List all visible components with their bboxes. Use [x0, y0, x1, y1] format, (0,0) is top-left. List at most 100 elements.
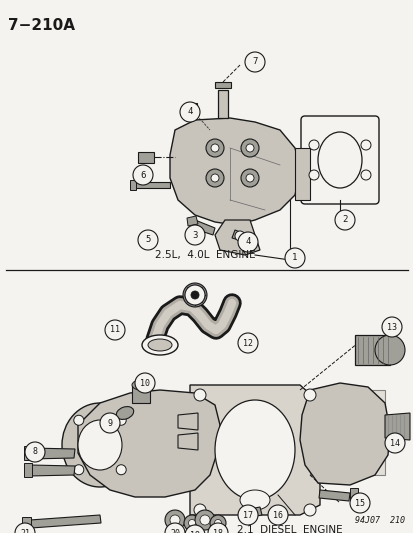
Text: 6: 6: [140, 171, 145, 180]
Circle shape: [244, 52, 264, 72]
Circle shape: [105, 320, 125, 340]
Circle shape: [25, 442, 45, 462]
Text: 10: 10: [140, 378, 150, 387]
Ellipse shape: [240, 139, 259, 157]
Polygon shape: [231, 230, 247, 242]
Polygon shape: [192, 220, 214, 235]
Ellipse shape: [240, 490, 269, 510]
Ellipse shape: [194, 504, 206, 516]
Polygon shape: [384, 413, 409, 440]
Text: 14: 14: [389, 439, 399, 448]
Text: 5: 5: [145, 236, 150, 245]
Ellipse shape: [78, 420, 122, 470]
Text: 17: 17: [242, 511, 252, 520]
Text: 3: 3: [192, 230, 197, 239]
Text: 8: 8: [33, 448, 38, 456]
Ellipse shape: [132, 380, 150, 390]
Circle shape: [185, 525, 204, 533]
Ellipse shape: [214, 520, 221, 527]
Ellipse shape: [147, 339, 171, 351]
Ellipse shape: [183, 283, 206, 307]
Ellipse shape: [235, 231, 244, 241]
Polygon shape: [22, 517, 31, 530]
Ellipse shape: [245, 144, 254, 152]
Text: 13: 13: [386, 322, 396, 332]
Circle shape: [135, 373, 154, 393]
Circle shape: [267, 505, 287, 525]
Text: 9: 9: [107, 418, 112, 427]
Polygon shape: [178, 433, 197, 450]
Ellipse shape: [199, 515, 209, 525]
Ellipse shape: [211, 144, 218, 152]
Circle shape: [334, 210, 354, 230]
Ellipse shape: [195, 510, 214, 530]
Ellipse shape: [165, 510, 185, 530]
Ellipse shape: [170, 515, 180, 525]
Circle shape: [133, 165, 153, 185]
Ellipse shape: [209, 515, 225, 531]
Ellipse shape: [206, 139, 223, 157]
Ellipse shape: [206, 169, 223, 187]
Ellipse shape: [360, 170, 370, 180]
Ellipse shape: [303, 504, 315, 516]
Circle shape: [165, 523, 185, 533]
Polygon shape: [29, 448, 75, 459]
Ellipse shape: [116, 465, 126, 475]
Polygon shape: [135, 182, 170, 188]
Circle shape: [384, 433, 404, 453]
Polygon shape: [214, 220, 259, 255]
Polygon shape: [130, 180, 136, 190]
Polygon shape: [294, 148, 309, 200]
Ellipse shape: [240, 169, 259, 187]
Polygon shape: [178, 413, 197, 430]
Ellipse shape: [188, 520, 195, 527]
Circle shape: [100, 413, 120, 433]
Ellipse shape: [62, 403, 138, 487]
Circle shape: [15, 523, 35, 533]
Ellipse shape: [360, 140, 370, 150]
Text: 11: 11: [110, 326, 120, 335]
Text: 12: 12: [242, 338, 252, 348]
Polygon shape: [24, 463, 32, 477]
Polygon shape: [132, 385, 150, 403]
Ellipse shape: [190, 291, 199, 299]
Text: 2.1  DIESEL  ENGINE: 2.1 DIESEL ENGINE: [237, 525, 342, 533]
Circle shape: [381, 317, 401, 337]
Text: 2: 2: [342, 215, 347, 224]
Text: 4: 4: [245, 238, 250, 246]
Polygon shape: [244, 507, 261, 518]
Circle shape: [138, 230, 158, 250]
Text: 2.5L,  4.0L  ENGINE: 2.5L, 4.0L ENGINE: [154, 250, 255, 260]
Polygon shape: [170, 118, 299, 225]
Polygon shape: [309, 390, 384, 475]
Ellipse shape: [74, 415, 83, 425]
Polygon shape: [24, 446, 32, 460]
Polygon shape: [138, 152, 154, 163]
Circle shape: [284, 248, 304, 268]
Text: 16: 16: [272, 511, 282, 520]
Polygon shape: [187, 216, 197, 226]
Ellipse shape: [74, 465, 83, 475]
Ellipse shape: [303, 389, 315, 401]
Polygon shape: [354, 335, 389, 365]
Text: 7: 7: [252, 58, 257, 67]
FancyBboxPatch shape: [300, 116, 378, 204]
Polygon shape: [299, 383, 389, 485]
Polygon shape: [190, 385, 319, 515]
Ellipse shape: [183, 515, 199, 531]
Ellipse shape: [308, 170, 318, 180]
Circle shape: [237, 333, 257, 353]
Text: 21: 21: [20, 529, 30, 533]
Text: 4: 4: [187, 108, 192, 117]
Ellipse shape: [142, 335, 178, 355]
Text: 7−210A: 7−210A: [8, 18, 75, 33]
Polygon shape: [349, 488, 357, 503]
Text: 20: 20: [170, 529, 180, 533]
Ellipse shape: [116, 415, 126, 425]
Ellipse shape: [214, 400, 294, 500]
Text: 19: 19: [190, 530, 199, 533]
Text: 1: 1: [292, 254, 297, 262]
Circle shape: [185, 225, 204, 245]
Text: 18: 18: [212, 529, 223, 533]
Polygon shape: [30, 515, 101, 528]
